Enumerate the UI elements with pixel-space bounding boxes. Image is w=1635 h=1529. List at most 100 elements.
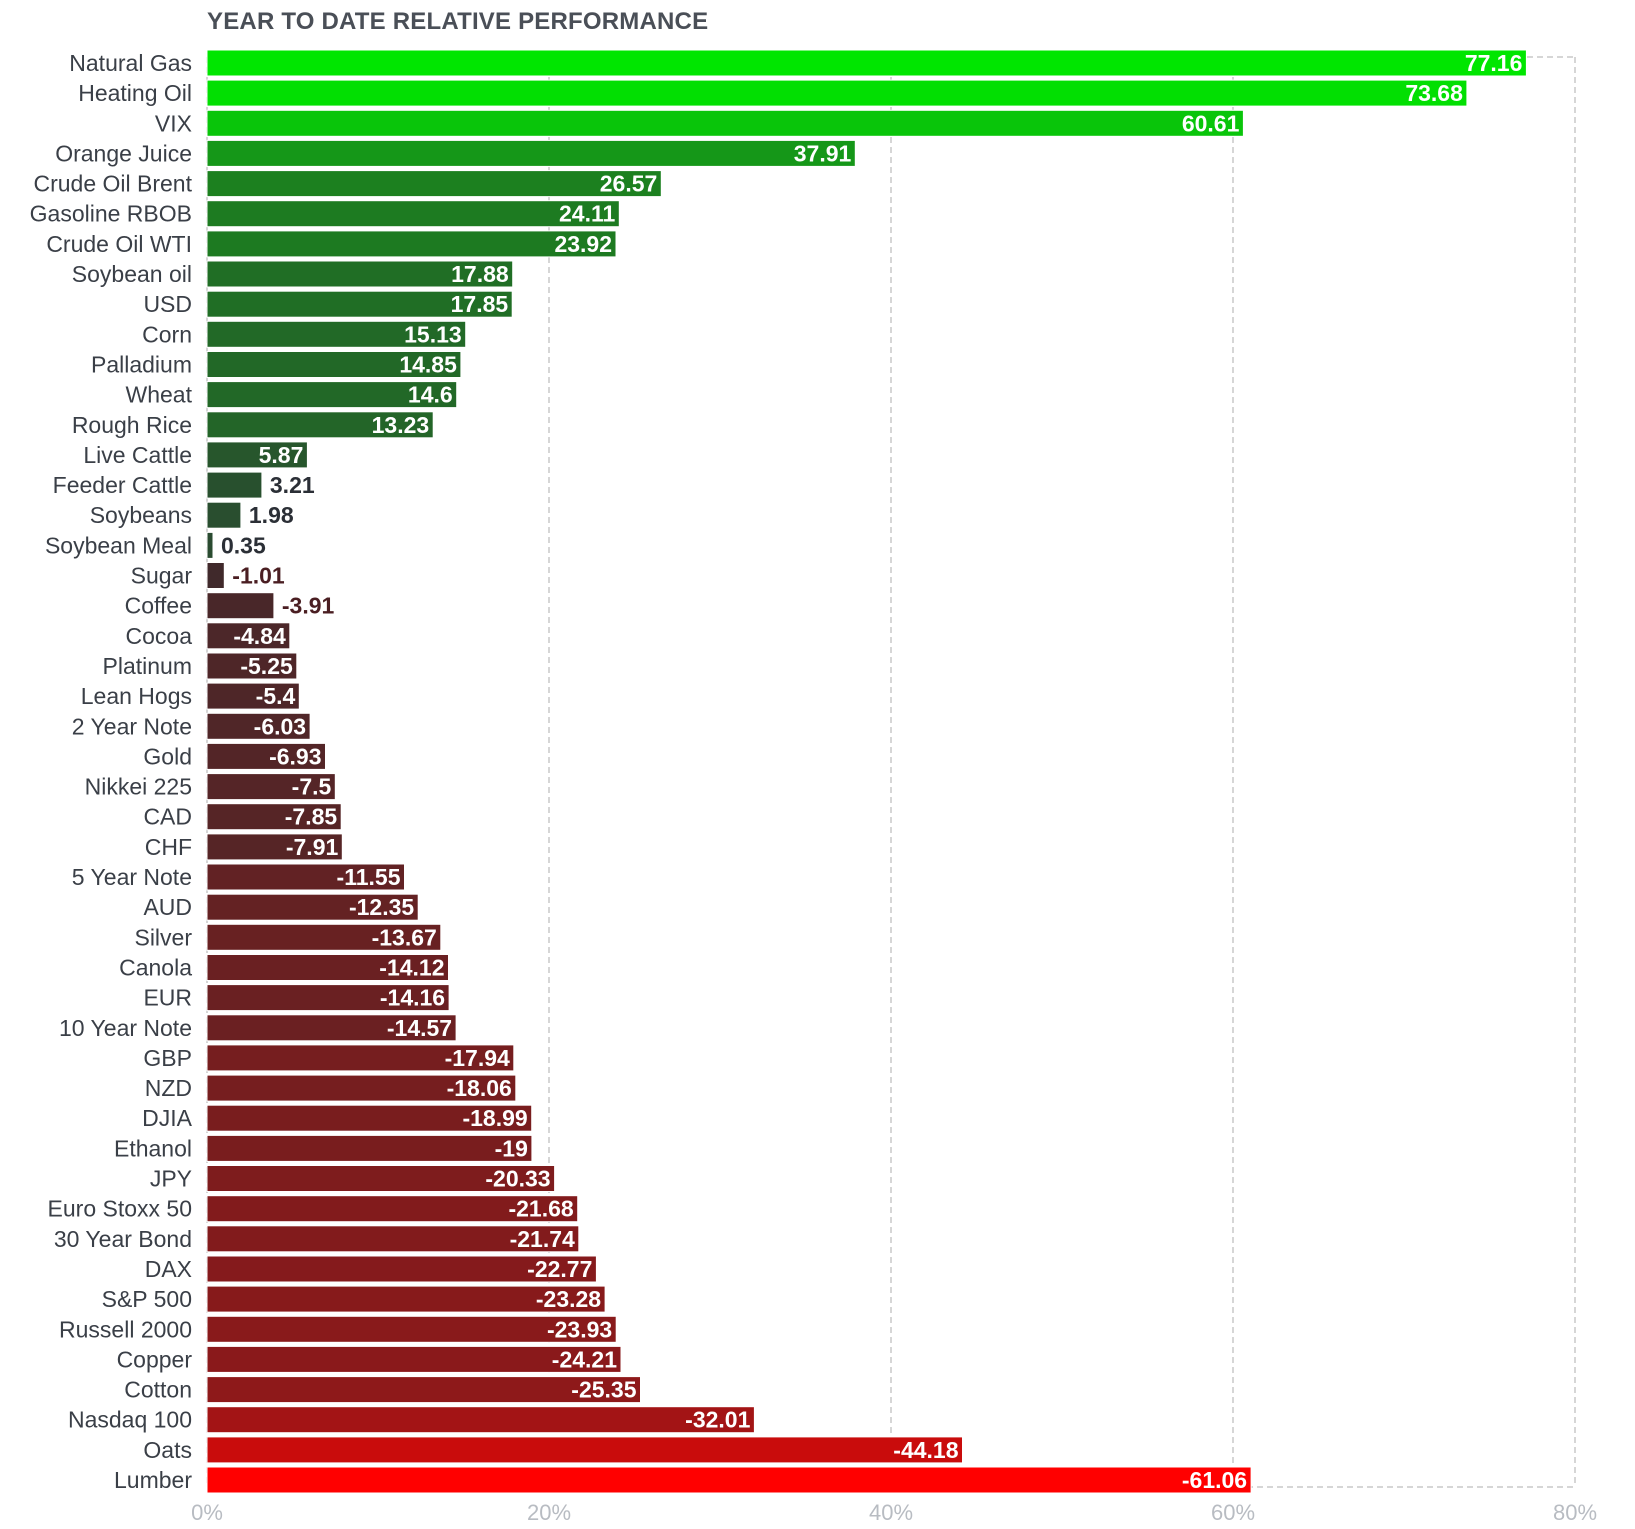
- bar: [206, 1376, 641, 1404]
- chart-title: YEAR TO DATE RELATIVE PERFORMANCE: [207, 8, 709, 35]
- value-label: 3.21: [270, 472, 315, 498]
- category-label: Feeder Cattle: [53, 472, 192, 498]
- category-label: Natural Gas: [69, 50, 192, 76]
- category-label: Euro Stoxx 50: [48, 1196, 192, 1222]
- category-label: Coffee: [125, 593, 192, 619]
- category-label: USD: [143, 291, 192, 317]
- bar: [206, 1315, 617, 1343]
- value-label: -18.99: [462, 1105, 527, 1131]
- bar: [206, 1345, 622, 1373]
- value-label: -7.5: [292, 774, 332, 800]
- x-tick-label: 0%: [191, 1500, 223, 1525]
- category-label: CHF: [145, 834, 192, 860]
- category-label: Nasdaq 100: [68, 1407, 192, 1433]
- bar: [206, 290, 513, 318]
- bar: [206, 893, 419, 921]
- bar: [206, 833, 343, 861]
- bar: [206, 1255, 597, 1283]
- bar: [206, 531, 214, 559]
- value-label: -7.85: [285, 804, 338, 830]
- x-tick-label: 80%: [1553, 1500, 1597, 1525]
- bar: [206, 49, 1527, 77]
- bar: [206, 592, 275, 620]
- category-label: Gold: [143, 743, 192, 769]
- category-label: Orange Juice: [55, 140, 192, 166]
- category-label: 5 Year Note: [72, 864, 192, 890]
- value-label: 17.85: [451, 291, 509, 317]
- bar: [206, 351, 462, 378]
- value-label: 14.6: [408, 382, 453, 408]
- value-label: -6.93: [269, 743, 321, 769]
- bar: [206, 682, 300, 710]
- bar: [206, 1436, 963, 1464]
- bar: [206, 79, 1468, 107]
- bar: [206, 320, 467, 348]
- bar: [206, 712, 311, 740]
- bar: [206, 139, 856, 167]
- category-label: Nikkei 225: [85, 774, 192, 800]
- category-label: EUR: [143, 985, 192, 1011]
- category-label: Cocoa: [126, 623, 193, 649]
- bar: [206, 1165, 556, 1192]
- value-label: 15.13: [404, 321, 462, 347]
- value-label: -21.74: [510, 1226, 575, 1252]
- bar: [206, 411, 434, 439]
- bar: [206, 230, 617, 258]
- category-label: Cotton: [124, 1377, 192, 1403]
- value-label: 17.88: [451, 261, 509, 287]
- category-label: Sugar: [131, 563, 193, 589]
- value-label: -17.94: [445, 1045, 510, 1071]
- value-label: -6.03: [254, 713, 306, 739]
- value-label: -24.21: [552, 1346, 617, 1372]
- value-label: -44.18: [893, 1437, 958, 1463]
- value-label: 1.98: [249, 502, 294, 528]
- bar: [206, 381, 458, 409]
- category-label: Canola: [119, 955, 192, 981]
- value-label: -14.16: [380, 985, 445, 1011]
- category-label: Russell 2000: [59, 1316, 192, 1342]
- bar: [206, 260, 514, 288]
- category-label: Lean Hogs: [81, 683, 192, 709]
- bar: [206, 1074, 517, 1102]
- category-label: Live Cattle: [83, 442, 192, 468]
- category-label: Lumber: [114, 1467, 192, 1493]
- bar: [206, 471, 263, 499]
- category-label: Gasoline RBOB: [30, 201, 192, 227]
- value-label: -1.01: [232, 563, 285, 589]
- value-label: -4.84: [233, 623, 286, 649]
- bar: [206, 984, 450, 1012]
- category-label: Copper: [117, 1346, 193, 1372]
- value-label: 60.61: [1182, 110, 1240, 136]
- value-label: 37.91: [794, 140, 852, 166]
- value-label: -12.35: [349, 894, 414, 920]
- category-label: 30 Year Bond: [54, 1226, 192, 1252]
- category-label: Soybean Meal: [45, 532, 192, 558]
- x-tick-label: 60%: [1211, 1500, 1255, 1525]
- category-label: Silver: [134, 924, 192, 950]
- value-label: -19: [495, 1135, 528, 1161]
- category-label: JPY: [150, 1166, 192, 1192]
- value-label: 73.68: [1405, 80, 1463, 106]
- x-tick-label: 40%: [869, 1500, 913, 1525]
- value-label: -23.28: [536, 1286, 601, 1312]
- value-label: -7.91: [286, 834, 339, 860]
- value-label: -21.68: [508, 1196, 573, 1222]
- category-label: CAD: [143, 804, 192, 830]
- value-label: -11.55: [337, 864, 401, 890]
- category-label: Palladium: [91, 352, 192, 378]
- category-label: Platinum: [103, 653, 192, 679]
- value-label: -22.77: [527, 1256, 592, 1282]
- bar: [206, 1134, 533, 1162]
- category-label: Crude Oil WTI: [46, 231, 192, 257]
- value-label: -23.93: [547, 1316, 612, 1342]
- bar: [206, 200, 620, 228]
- bar: [206, 501, 242, 529]
- bar: [206, 1104, 533, 1132]
- bar: [206, 652, 298, 680]
- value-label: 13.23: [372, 412, 430, 438]
- bar: [206, 803, 342, 831]
- value-label: 24.11: [559, 201, 615, 227]
- value-label: 23.92: [554, 231, 612, 257]
- value-label: 0.35: [221, 532, 266, 558]
